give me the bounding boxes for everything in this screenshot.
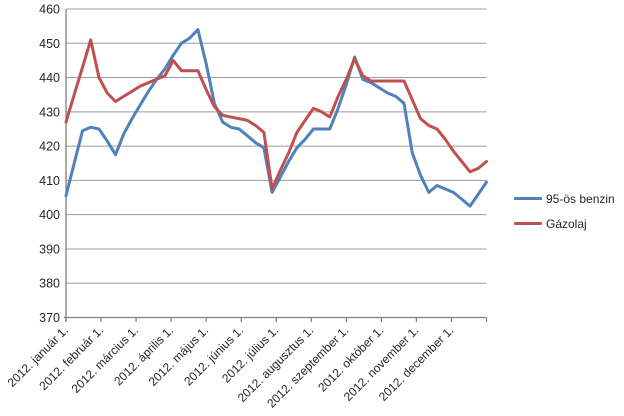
gazolaj-line — [64, 38, 488, 191]
y-axis-label: 410 — [39, 174, 60, 188]
y-axis-label: 400 — [39, 208, 60, 222]
y-axis-label: 390 — [39, 242, 60, 256]
benzin-line — [64, 28, 488, 208]
y-axis-label: 440 — [39, 71, 60, 85]
y-axis-label: 460 — [39, 3, 60, 17]
benzin-legend-label: 95-ös benzin — [546, 191, 615, 206]
y-axis-label: 380 — [39, 277, 60, 291]
legend-item-gazolaj: Gázolaj — [514, 211, 615, 236]
y-axis-label: 430 — [39, 105, 60, 119]
gazolaj-legend-label: Gázolaj — [546, 216, 587, 231]
benzin-legend-swatch — [514, 197, 542, 200]
y-axis-label: 370 — [39, 311, 60, 325]
legend-item-benzin: 95-ös benzin — [514, 186, 615, 211]
x-axis-label: 2012. január 1. — [5, 323, 72, 390]
gazolaj-legend-swatch — [514, 222, 542, 225]
legend: 95-ös benzin Gázolaj — [514, 186, 615, 236]
y-axis-label: 450 — [39, 37, 60, 51]
y-axis-label: 420 — [39, 140, 60, 154]
